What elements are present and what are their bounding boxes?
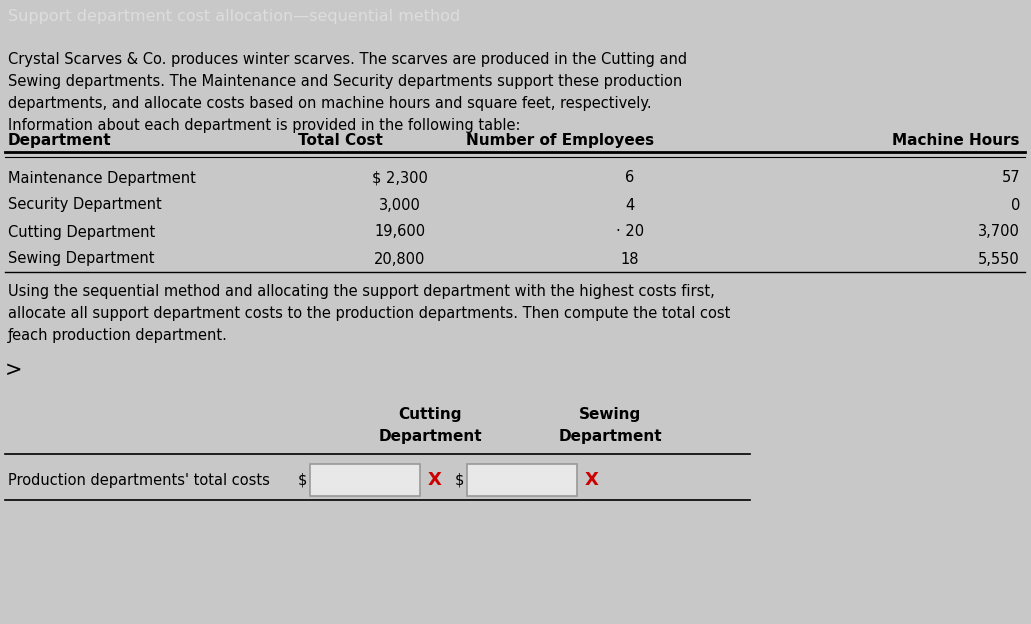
Text: 3,700: 3,700 <box>978 225 1020 240</box>
Text: 19,600: 19,600 <box>374 225 426 240</box>
Text: Information about each department is provided in the following table:: Information about each department is pro… <box>8 118 521 133</box>
Text: $ 2,300: $ 2,300 <box>372 170 428 185</box>
Text: allocate all support department costs to the production departments. Then comput: allocate all support department costs to… <box>8 306 730 321</box>
Bar <box>310 464 420 496</box>
Text: 6: 6 <box>626 170 635 185</box>
Text: Total Cost: Total Cost <box>298 133 383 148</box>
Text: Cutting Department: Cutting Department <box>8 225 156 240</box>
Text: Sewing Department: Sewing Department <box>8 251 155 266</box>
Text: X: X <box>428 471 442 489</box>
Text: Department: Department <box>378 429 481 444</box>
Text: ƒeach production department.: ƒeach production department. <box>8 328 228 343</box>
Text: Sewing departments. The Maintenance and Security departments support these produ: Sewing departments. The Maintenance and … <box>8 74 683 89</box>
Text: Support department cost allocation—sequential method: Support department cost allocation—seque… <box>8 9 461 24</box>
Text: Maintenance Department: Maintenance Department <box>8 170 196 185</box>
Text: Security Department: Security Department <box>8 198 162 213</box>
Text: 20,800: 20,800 <box>374 251 426 266</box>
Text: $: $ <box>298 472 307 487</box>
Text: Department: Department <box>8 133 111 148</box>
Text: Cutting: Cutting <box>398 407 462 422</box>
Text: Machine Hours: Machine Hours <box>893 133 1020 148</box>
Text: Department: Department <box>558 429 662 444</box>
Text: 5,550: 5,550 <box>978 251 1020 266</box>
Text: Sewing: Sewing <box>578 407 641 422</box>
Bar <box>467 464 577 496</box>
Text: >: > <box>5 360 23 380</box>
Text: 3,000: 3,000 <box>379 198 421 213</box>
Text: Crystal Scarves & Co. produces winter scarves. The scarves are produced in the C: Crystal Scarves & Co. produces winter sc… <box>8 52 687 67</box>
Text: · 20: · 20 <box>616 225 644 240</box>
Text: Number of Employees: Number of Employees <box>466 133 654 148</box>
Text: 4: 4 <box>626 198 635 213</box>
Text: 0: 0 <box>1010 198 1020 213</box>
Text: $: $ <box>455 472 464 487</box>
Text: X: X <box>585 471 599 489</box>
Text: Using the sequential method and allocating the support department with the highe: Using the sequential method and allocati… <box>8 284 714 299</box>
Text: Production departments' total costs: Production departments' total costs <box>8 472 270 487</box>
Text: 18: 18 <box>621 251 639 266</box>
Text: departments, and allocate costs based on machine hours and square feet, respecti: departments, and allocate costs based on… <box>8 96 652 111</box>
Text: 57: 57 <box>1001 170 1020 185</box>
